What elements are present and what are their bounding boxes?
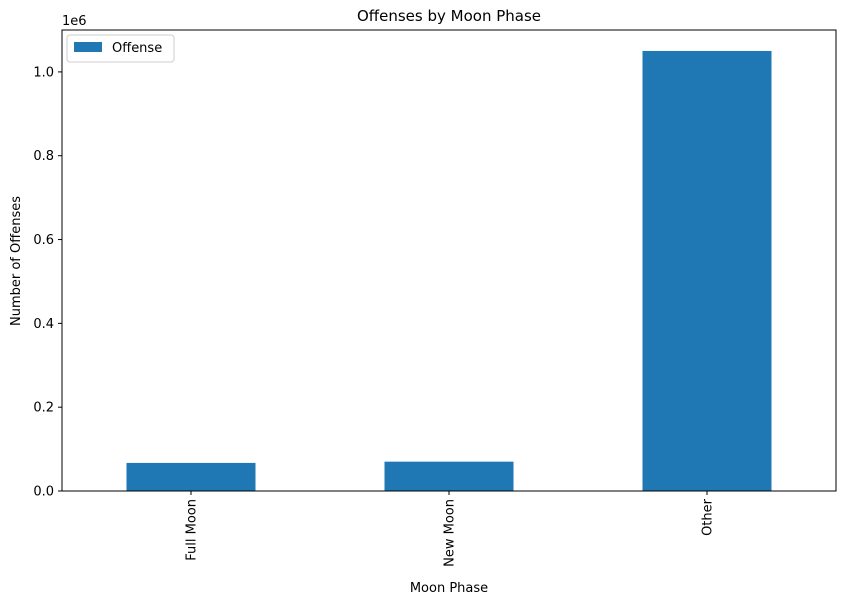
legend-label: Offense [112,41,162,56]
bars-group [126,50,772,492]
legend: Offense [66,34,175,63]
x-tick-label: New Moon [443,499,458,567]
y-tick-label: 0.0 [33,485,54,500]
y-axis-ticks: 0.0 0.2 0.4 0.6 0.8 1.0 [33,65,62,500]
y-tick-label: 0.2 [33,401,54,416]
y-tick-label: 0.8 [33,149,54,164]
y-axis-offset-label: 1e6 [62,14,87,29]
x-axis-label: Moon Phase [410,581,488,596]
y-tick-label: 0.4 [33,317,54,332]
y-tick-label: 0.6 [33,233,54,248]
legend-swatch [74,42,102,52]
x-tick-label: Full Moon [185,499,200,561]
axes-frame [61,29,837,492]
bar-other [642,50,772,492]
bar-new-moon [384,461,514,491]
y-tick-label: 1.0 [33,65,54,80]
chart-title: Offenses by Moon Phase [357,7,541,25]
y-axis-label: Number of Offenses [9,196,24,326]
legend-box [66,34,175,63]
bar-full-moon [126,462,256,491]
x-axis-ticks: Full Moon New Moon Other [185,491,716,567]
x-tick-label: Other [701,498,716,536]
